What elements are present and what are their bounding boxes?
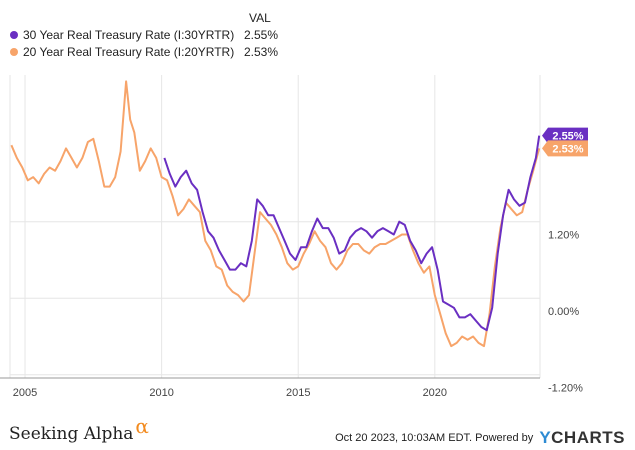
x-tick-label: 2005 — [13, 387, 37, 399]
series-30yr-dot-icon — [10, 31, 18, 39]
powered-by-text: Powered by — [475, 432, 534, 444]
legend-value-header: VAL — [249, 11, 271, 25]
end-label-bg-30yr — [542, 127, 588, 144]
end-value-labels: 2.55%2.53% — [542, 127, 588, 157]
end-label-bg-20yr — [542, 140, 588, 157]
legend-label-20yr: 20 Year Real Treasury Rate (I:20YRTR) — [23, 45, 235, 59]
legend-value-30yr: 2.55% — [244, 28, 279, 42]
footer-attribution: Oct 20 2023, 10:03AM EDT. Powered by YCH… — [335, 428, 625, 448]
series-line-30yr — [163, 135, 541, 332]
seeking-alpha-text: Seeking Alpha — [9, 424, 134, 444]
ycharts-logo-y: Y — [539, 428, 552, 447]
x-tick-label: 2015 — [286, 387, 310, 399]
timestamp: Oct 20 2023, 10:03AM EDT. — [335, 432, 473, 444]
y-tick-label: -1.20% — [548, 383, 583, 395]
legend-value-20yr: 2.53% — [244, 45, 279, 59]
gridlines — [9, 75, 541, 378]
x-tick-label: 2010 — [149, 387, 173, 399]
seeking-alpha-logo: Seeking Alpha α — [9, 414, 149, 444]
series-20yr-dot-icon — [10, 48, 18, 56]
ycharts-logo-rest: CHARTS — [551, 428, 625, 447]
y-tick-label: 0.00% — [548, 306, 579, 318]
end-label-30yr: 2.55% — [552, 131, 583, 143]
x-axis-ticks: 2005 2010 2015 2020 — [13, 387, 447, 399]
legend-item-30yr[interactable]: 30 Year Real Treasury Rate (I:30YRTR) 2.… — [10, 27, 278, 44]
series-lines — [10, 80, 541, 348]
series-line-20yr — [10, 80, 541, 348]
alpha-symbol-icon: α — [135, 414, 149, 438]
x-tick-label: 2020 — [423, 387, 447, 399]
y-axis-ticks: 1.20% 0.00% -1.20% — [548, 229, 583, 394]
legend-item-20yr[interactable]: 20 Year Real Treasury Rate (I:20YRTR) 2.… — [10, 44, 278, 61]
end-label-20yr: 2.53% — [552, 143, 583, 155]
y-tick-label: 1.20% — [548, 229, 579, 241]
ycharts-logo[interactable]: YCHARTS — [539, 428, 625, 447]
legend-label-30yr: 30 Year Real Treasury Rate (I:30YRTR) — [23, 28, 235, 42]
